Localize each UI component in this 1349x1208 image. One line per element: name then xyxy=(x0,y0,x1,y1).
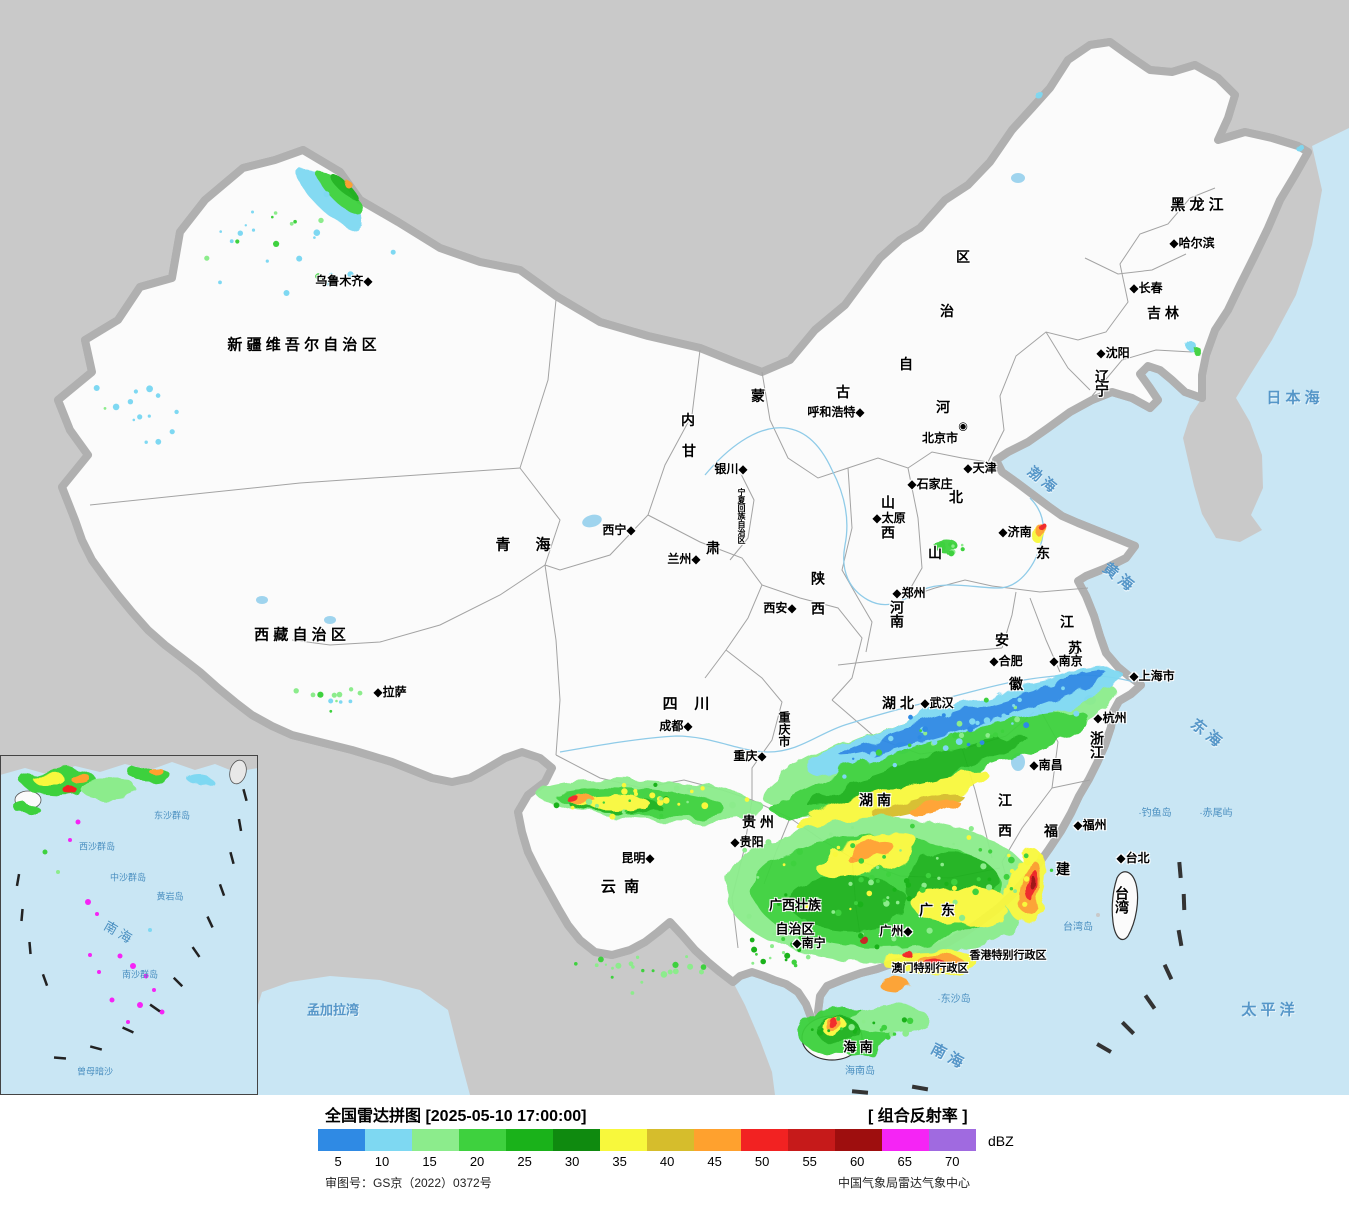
legend-value-label: 5 xyxy=(334,1154,342,1169)
legend-value-label: 35 xyxy=(612,1154,627,1169)
legend-value-label: 15 xyxy=(422,1154,437,1169)
map-approval-number: 审图号：GS京（2022）0372号 xyxy=(325,1176,492,1190)
inset-coast xyxy=(0,755,258,775)
legend-color-25 xyxy=(506,1129,553,1151)
radar-echoes xyxy=(299,92,1306,1056)
inset-map xyxy=(0,755,258,1095)
legend-value-label: 60 xyxy=(849,1154,865,1169)
legend-value-label: 30 xyxy=(564,1154,580,1169)
product-label: [ 组合反射率 ] xyxy=(868,1108,968,1125)
reflectivity-colorbar xyxy=(318,1129,976,1151)
legend-color-70 xyxy=(929,1129,976,1151)
legend-value-label: 65 xyxy=(897,1154,912,1169)
boundary-dashes xyxy=(851,861,1187,1095)
rivers xyxy=(559,427,1135,753)
inset-border xyxy=(0,755,258,1095)
legend-value-label: 45 xyxy=(707,1154,722,1169)
data-source: 中国气象局雷达气象中心 xyxy=(838,1176,971,1190)
legend-color-20 xyxy=(459,1129,506,1151)
legend-color-45 xyxy=(694,1129,741,1151)
legend-color-40 xyxy=(647,1129,694,1151)
legend-color-15 xyxy=(412,1129,459,1151)
echo-speckles xyxy=(93,191,1080,1045)
legend-value-label: 25 xyxy=(517,1154,532,1169)
legend-color-60 xyxy=(835,1129,882,1151)
map-title: 全国雷达拼图 [2025-05-10 17:00:00] xyxy=(325,1108,587,1125)
legend-value-label: 40 xyxy=(659,1154,675,1169)
legend-value-label: 10 xyxy=(374,1154,390,1169)
province-borders xyxy=(89,187,1216,949)
legend-value-label: 55 xyxy=(802,1154,817,1169)
legend-value-label: 70 xyxy=(944,1154,960,1169)
legend-color-10 xyxy=(365,1129,412,1151)
inset-echoes xyxy=(16,766,212,816)
inset-green-dots xyxy=(42,849,152,932)
legend-color-55 xyxy=(788,1129,835,1151)
legend-value-label: 50 xyxy=(754,1154,770,1169)
inset-taiwan xyxy=(229,759,247,785)
penghu-islet xyxy=(1096,913,1100,917)
colorbar-value-labels: 5 10 15 20 25 30 35 40 45 50 55 60 65 70 xyxy=(318,1154,976,1169)
legend-color-5 xyxy=(318,1129,365,1151)
inset-dash-line xyxy=(15,788,248,1060)
map-svg xyxy=(0,0,1349,1095)
legend-color-30 xyxy=(553,1129,600,1151)
legend-color-35 xyxy=(600,1129,647,1151)
map-canvas: 黑 龙 江吉 林辽宁内蒙古自治区新 疆 维 吾 尔 自 治 区甘肃宁夏回族自治区… xyxy=(0,0,1349,1095)
china-region xyxy=(54,38,1312,1061)
unit-label: dBZ xyxy=(988,1133,1014,1149)
legend-panel: 全国雷达拼图 [2025-05-10 17:00:00] [ 组合反射率 ] 5… xyxy=(0,1095,1349,1208)
taiwan-island xyxy=(1111,871,1139,941)
inset-strong-echo-dots xyxy=(68,819,165,1024)
legend-value-label: 20 xyxy=(469,1154,485,1169)
legend-color-50 xyxy=(741,1129,788,1151)
legend-color-65 xyxy=(882,1129,929,1151)
